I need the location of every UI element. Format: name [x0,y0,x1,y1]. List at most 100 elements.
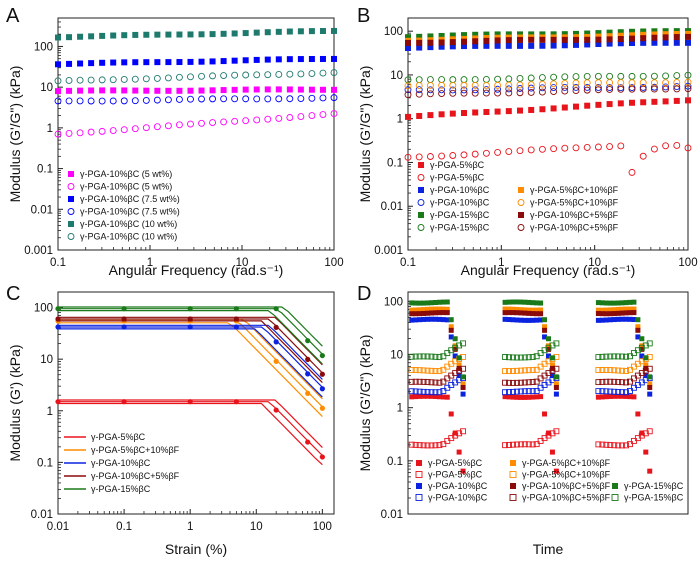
data-point [603,317,609,323]
data-point [412,353,419,360]
data-point [198,87,205,94]
data-point [617,32,624,39]
data-point [584,30,591,37]
data-point [561,42,568,49]
data-point [65,97,73,105]
data-point [561,36,568,43]
data-point [187,324,193,330]
data-point [509,494,517,501]
data-point [132,31,139,38]
legend-label: γ-PGA-5%βC+10%βF [522,470,611,480]
data-point [606,84,614,92]
x-tick-label: 10 [250,521,263,533]
data-point [417,307,423,313]
data-point [539,31,546,38]
data-point [526,317,532,323]
data-point [275,28,282,35]
data-point [449,39,456,46]
data-point [607,367,614,374]
data-point [98,76,106,84]
data-point [607,393,613,399]
panel-D: D 0.01 0.1 1 10 100 Time Modulus (G'/G") (kPa) γ… [357,283,689,557]
data-point [297,113,305,120]
data-point [275,114,283,122]
legend-label: γ-PGA-15%βC [430,223,490,233]
data-point [273,358,279,364]
data-point [506,354,512,361]
data-point [98,127,106,135]
data-point [231,30,238,37]
data-point [187,31,194,38]
data-point [66,60,73,67]
data-point [264,115,272,123]
data-point [308,56,315,63]
data-point [529,441,536,448]
data-point [418,162,424,168]
data-point [639,353,645,359]
data-point [623,379,629,386]
data-point [606,33,613,40]
data-point [449,76,457,84]
data-point [627,366,633,373]
data-point [517,36,523,43]
data-point [631,306,637,312]
legend-label: γ-PGA-10%βC (5 wt%) [80,182,172,192]
data-point [494,81,502,89]
data-point [438,81,446,89]
data-point [436,306,442,312]
data-point [110,59,117,66]
data-point [546,343,552,349]
data-point [109,97,117,105]
data-point [460,340,467,347]
data-point [518,394,524,400]
data-point [627,316,633,322]
data-point [623,310,629,316]
y-tick-label: 0.1 [387,456,403,468]
data-point [404,153,412,161]
data-point [460,151,468,159]
data-point [55,61,61,68]
data-point [546,336,552,342]
data-point [615,367,622,374]
data-point [319,386,325,392]
y-tick-label: 10 [390,70,403,82]
data-point [297,70,305,78]
data-point [514,394,520,400]
data-point [121,306,127,312]
data-point [526,299,532,305]
data-point [611,367,618,374]
data-point [54,77,62,85]
data-point [643,449,649,455]
data-point [595,300,601,306]
data-point [417,393,423,399]
data-point [54,97,62,105]
data-point [685,39,691,46]
data-point [607,300,613,306]
data-point [413,300,419,306]
data-point [76,76,84,84]
data-point [305,338,311,344]
data-point [542,324,548,330]
data-point [428,300,434,306]
data-point [639,343,645,349]
data-point [607,353,614,360]
data-point [662,34,669,41]
data-point [494,75,502,83]
data-point [550,31,557,38]
data-point [153,123,161,131]
y-axis-label: Modulus (G'/G") (kPa) [357,335,373,472]
y-tick-label: 100 [34,303,53,315]
data-point [505,81,513,89]
y-tick-label: 1 [47,406,53,418]
data-point [549,362,555,368]
data-point [599,311,605,317]
data-point [264,29,271,36]
data-point [607,388,614,395]
data-point [619,316,625,322]
data-point [77,60,84,67]
legend-label: γ-PGA-5%βC [91,432,146,442]
data-point [553,384,559,390]
data-point [617,142,625,150]
data-point [330,110,338,118]
